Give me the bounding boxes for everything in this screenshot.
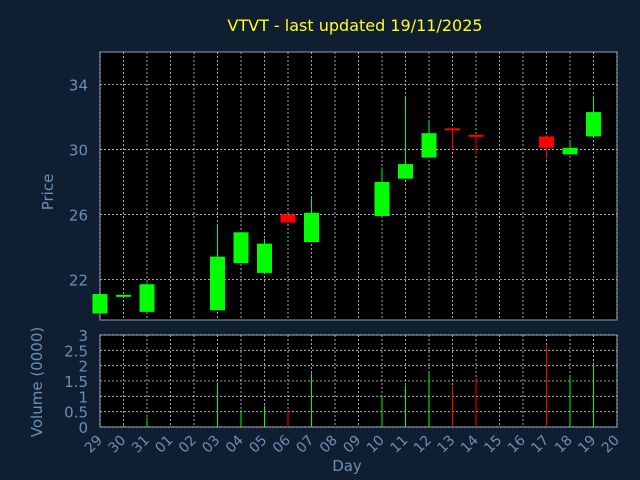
volume-tick-label: 0.5: [64, 404, 88, 422]
volume-tick-label: 2: [78, 358, 88, 376]
price-y-axis: 22 26 30 34: [69, 76, 88, 289]
x-tick-label: 13: [434, 433, 458, 457]
x-tick-label: 19: [575, 433, 599, 457]
x-tick-label: 15: [481, 433, 505, 457]
x-tick-label: 03: [199, 433, 223, 457]
x-tick-label: 04: [223, 432, 247, 456]
x-tick-label: 02: [176, 433, 200, 457]
x-tick-label: 05: [246, 433, 270, 457]
candle-body: [586, 112, 601, 137]
candle-body: [562, 147, 578, 155]
x-tick-label: 08: [317, 433, 341, 457]
volume-y-axis: 00.511.522.53: [64, 327, 88, 437]
candle-body: [280, 214, 296, 223]
x-tick-label: 10: [364, 433, 388, 457]
x-axis: 29 30 31 01 02 03 04 05 06 07 08 09 10 11 12 13 14 15 16 17…: [82, 432, 623, 456]
candle-body: [304, 212, 319, 243]
chart-title: VTVT - last updated 19/11/2025: [227, 16, 482, 35]
candle-body: [539, 136, 554, 148]
x-tick-label: 30: [105, 433, 129, 457]
x-tick-label: 31: [129, 433, 153, 457]
x-tick-label: 16: [505, 432, 529, 456]
x-tick-label: 07: [293, 433, 317, 457]
candle-body: [210, 256, 225, 311]
candle-body: [92, 294, 108, 314]
price-axis-label: Price: [39, 174, 57, 211]
candle-body: [233, 232, 249, 264]
x-tick-label: 14: [458, 432, 482, 456]
price-tick-label: 22: [69, 271, 88, 289]
candle-body: [421, 133, 437, 158]
volume-tick-label: 2.5: [64, 342, 88, 360]
candle-body: [468, 134, 484, 137]
x-tick-label: 01: [152, 433, 176, 457]
volume-tick-label: 0: [78, 419, 88, 437]
x-tick-label: 20: [599, 433, 623, 457]
x-tick-label: 18: [552, 433, 576, 457]
x-tick-label: 12: [411, 433, 435, 457]
candle-body: [257, 243, 272, 273]
candle-body: [445, 128, 460, 131]
volume-axis-label: Volume (0000): [28, 327, 46, 437]
candlesticks: [92, 97, 601, 314]
volume-tick-label: 1: [78, 388, 88, 406]
candle-body: [139, 284, 155, 312]
volume-tick-label: 3: [78, 327, 88, 345]
candle-body: [398, 164, 413, 179]
volume-bars: [99, 345, 594, 427]
volume-tick-label: 1.5: [64, 373, 88, 391]
candle-body: [116, 294, 131, 297]
x-tick-label: 09: [340, 433, 364, 457]
x-tick-label: 06: [270, 432, 294, 456]
x-tick-label: 11: [387, 433, 411, 457]
x-axis-label: Day: [332, 457, 362, 475]
price-tick-label: 30: [69, 141, 88, 159]
x-tick-label: 17: [528, 433, 552, 457]
price-tick-label: 26: [69, 206, 88, 224]
price-tick-label: 34: [69, 76, 88, 94]
candle-body: [374, 181, 390, 217]
